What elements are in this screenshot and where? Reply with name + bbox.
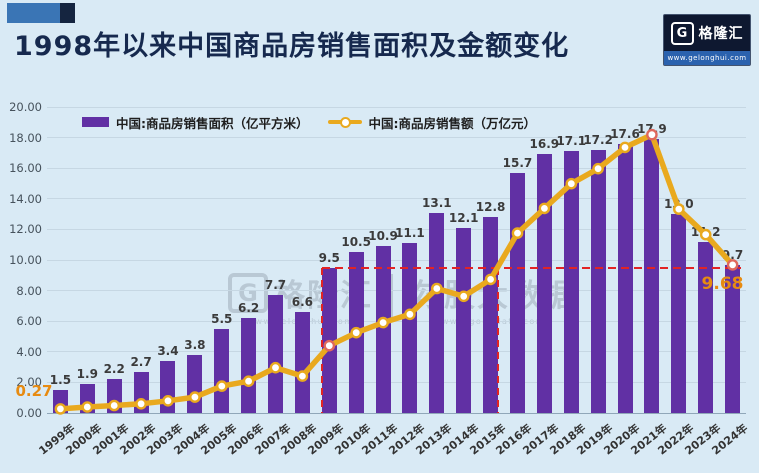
bar-2019年 bbox=[590, 149, 606, 413]
x-axis-line bbox=[47, 412, 746, 414]
y-tick-label: 0.00 bbox=[16, 406, 42, 420]
chart-legend: 中国:商品房销售面积（亿平方米） 中国:商品房销售额（万亿元） bbox=[82, 113, 536, 131]
dashed-reference-vline-1 bbox=[320, 267, 323, 413]
gridline bbox=[47, 381, 746, 383]
legend-line-label: 中国:商品房销售额（万亿元） bbox=[368, 115, 537, 131]
bar-2021年 bbox=[644, 139, 660, 413]
y-tick-label: 12.00 bbox=[9, 222, 42, 237]
bar-value-label: 13.1 bbox=[422, 195, 452, 210]
logo-url: www.gelonghui.com bbox=[664, 51, 750, 65]
bar-value-label: 9.7 bbox=[721, 247, 744, 262]
bar-2007年 bbox=[268, 295, 284, 413]
legend-bar-swatch bbox=[82, 117, 109, 127]
bar-2009年 bbox=[321, 267, 337, 413]
bar-2015年 bbox=[483, 217, 499, 413]
bar-1999年 bbox=[52, 390, 68, 413]
y-tick-label: 4.00 bbox=[16, 344, 42, 359]
gridline bbox=[47, 320, 746, 322]
gridline bbox=[47, 259, 746, 261]
bar-2020年 bbox=[617, 143, 633, 413]
header-accent-navy bbox=[60, 3, 75, 23]
logo-top: G 格隆汇 bbox=[664, 15, 750, 51]
bar-value-label: 7.7 bbox=[264, 278, 287, 293]
logo-g-icon: G bbox=[670, 21, 694, 45]
line-last-value-label: 9.68 bbox=[701, 273, 744, 294]
bar-2003年 bbox=[160, 360, 176, 413]
legend-bar-label: 中国:商品房销售面积（亿平方米） bbox=[116, 115, 309, 131]
bar-2002年 bbox=[133, 371, 149, 413]
bar-2006年 bbox=[241, 318, 257, 413]
bar-value-label: 11.1 bbox=[395, 226, 425, 241]
watermark-divider bbox=[391, 274, 393, 318]
bar-2010年 bbox=[348, 252, 364, 413]
bar-value-label: 11.2 bbox=[690, 224, 721, 239]
legend-line-swatch bbox=[327, 116, 362, 128]
page-title: 1998年以来中国商品房销售面积及金额变化 bbox=[14, 31, 570, 62]
bar-value-label: 6.2 bbox=[237, 301, 260, 316]
bar-value-label: 13.0 bbox=[663, 197, 694, 212]
y-tick-label: 10.00 bbox=[9, 253, 42, 267]
y-tick-label: 8.00 bbox=[16, 283, 42, 298]
bar-2000年 bbox=[79, 383, 95, 413]
line-first-value-label: 0.27 bbox=[15, 381, 53, 400]
header-accent-blue bbox=[7, 3, 60, 23]
dashed-reference-hline bbox=[321, 266, 741, 269]
y-tick-label: 20.00 bbox=[9, 100, 42, 114]
bar-2017年 bbox=[536, 154, 552, 413]
gelonghui-logo: G 格隆汇 www.gelonghui.com bbox=[663, 14, 751, 66]
y-tick-label: 2.00 bbox=[16, 375, 42, 390]
bar-2001年 bbox=[106, 379, 122, 413]
bar-value-label: 3.8 bbox=[184, 337, 206, 352]
bar-2016年 bbox=[509, 172, 525, 413]
bar-value-label: 6.6 bbox=[291, 295, 314, 310]
y-tick-label: 14.00 bbox=[9, 191, 42, 206]
bar-2011年 bbox=[375, 246, 391, 413]
y-tick-label: 18.00 bbox=[9, 130, 42, 145]
y-tick-label: 16.00 bbox=[9, 161, 42, 176]
gridline bbox=[47, 167, 746, 169]
gridline bbox=[47, 106, 746, 108]
bar-2022年 bbox=[671, 214, 687, 413]
bar-value-label: 17.9 bbox=[637, 122, 667, 137]
bar-value-label: 15.7 bbox=[502, 155, 533, 170]
gridline bbox=[47, 198, 746, 200]
y-tick-label: 6.00 bbox=[16, 314, 42, 329]
bar-value-label: 12.8 bbox=[475, 200, 506, 215]
bar-2014年 bbox=[456, 227, 472, 413]
dashed-reference-vline-2 bbox=[497, 267, 500, 413]
bar-2018年 bbox=[563, 151, 579, 413]
gridline bbox=[47, 290, 746, 292]
bar-2004年 bbox=[187, 354, 203, 413]
bar-value-label: 9.5 bbox=[318, 250, 340, 265]
legend-line-marker-icon bbox=[339, 116, 351, 128]
bar-2013年 bbox=[429, 212, 445, 413]
logo-brand: 格隆汇 bbox=[698, 26, 744, 42]
bar-2005年 bbox=[214, 328, 230, 413]
bar-2008年 bbox=[294, 312, 310, 413]
